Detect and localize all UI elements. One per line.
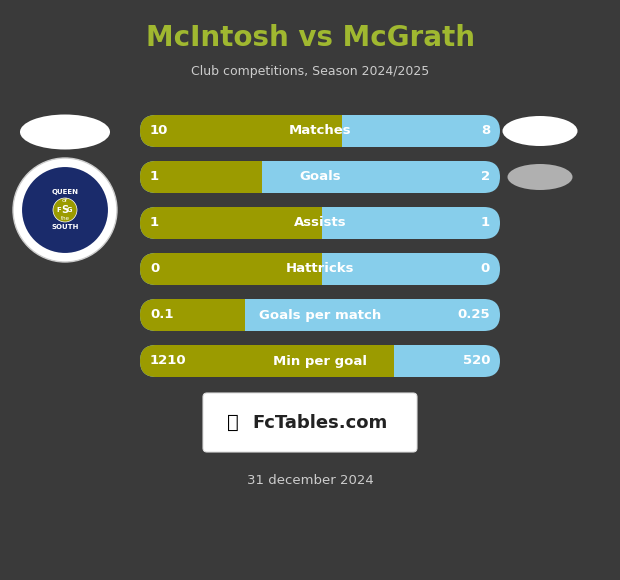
Bar <box>227 299 245 331</box>
Text: 8: 8 <box>480 125 490 137</box>
FancyBboxPatch shape <box>140 253 500 285</box>
FancyBboxPatch shape <box>140 207 500 239</box>
Circle shape <box>53 198 77 222</box>
Text: Club competitions, Season 2024/2025: Club competitions, Season 2024/2025 <box>191 66 429 78</box>
Text: Goals: Goals <box>299 171 341 183</box>
Text: 0.1: 0.1 <box>150 309 174 321</box>
Ellipse shape <box>502 116 577 146</box>
Text: 1: 1 <box>150 171 159 183</box>
Bar <box>324 115 342 147</box>
Text: 10: 10 <box>150 125 169 137</box>
FancyBboxPatch shape <box>140 115 340 147</box>
Text: Goals per match: Goals per match <box>259 309 381 321</box>
Text: Matches: Matches <box>289 125 352 137</box>
FancyBboxPatch shape <box>140 299 500 331</box>
Text: FcTables.com: FcTables.com <box>252 414 388 432</box>
Text: 0.25: 0.25 <box>458 309 490 321</box>
Text: Hattricks: Hattricks <box>286 263 354 276</box>
Text: 2: 2 <box>481 171 490 183</box>
Text: 1: 1 <box>150 216 159 230</box>
FancyBboxPatch shape <box>203 393 417 452</box>
Text: Assists: Assists <box>294 216 347 230</box>
Text: 0: 0 <box>480 263 490 276</box>
Text: S: S <box>61 205 69 215</box>
Ellipse shape <box>508 164 572 190</box>
Text: 1: 1 <box>481 216 490 230</box>
Text: QUEEN: QUEEN <box>51 189 79 195</box>
FancyBboxPatch shape <box>140 161 260 193</box>
Text: 520: 520 <box>463 354 490 368</box>
Text: SOUTH: SOUTH <box>51 224 79 230</box>
Text: McIntosh vs McGrath: McIntosh vs McGrath <box>146 24 474 52</box>
FancyBboxPatch shape <box>140 115 500 147</box>
Bar <box>304 253 322 285</box>
FancyBboxPatch shape <box>140 345 500 377</box>
Text: 1210: 1210 <box>150 354 187 368</box>
Text: the: the <box>61 216 69 220</box>
Circle shape <box>21 166 109 254</box>
Text: Min per goal: Min per goal <box>273 354 367 368</box>
FancyBboxPatch shape <box>140 345 392 377</box>
Bar <box>304 207 322 239</box>
FancyBboxPatch shape <box>140 207 320 239</box>
Text: 0: 0 <box>150 263 159 276</box>
Text: 📊: 📊 <box>227 413 239 432</box>
Text: 31 december 2024: 31 december 2024 <box>247 473 373 487</box>
FancyBboxPatch shape <box>140 253 320 285</box>
Bar <box>376 345 394 377</box>
FancyBboxPatch shape <box>140 299 243 331</box>
Text: F  G: F G <box>57 207 73 213</box>
Ellipse shape <box>20 114 110 150</box>
Text: of: of <box>62 198 68 202</box>
Bar <box>244 161 262 193</box>
Circle shape <box>13 158 117 262</box>
FancyBboxPatch shape <box>140 161 500 193</box>
